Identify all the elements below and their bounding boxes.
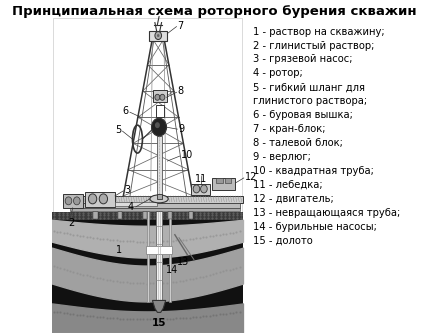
Text: 7 - кран-блок;: 7 - кран-блок; [253, 124, 326, 134]
Bar [146, 246, 172, 254]
Text: 14: 14 [166, 264, 178, 275]
Text: 6: 6 [122, 106, 128, 116]
Text: 13: 13 [177, 257, 190, 267]
Text: 1 - раствор на скважину;: 1 - раствор на скважину; [253, 27, 384, 37]
Bar [149, 31, 167, 41]
Bar [157, 194, 162, 199]
Bar [147, 211, 149, 302]
Circle shape [65, 197, 72, 205]
Bar [70, 203, 240, 208]
Text: 8: 8 [177, 86, 184, 96]
Text: 9: 9 [178, 124, 184, 134]
Text: 3 - грязевой насос;: 3 - грязевой насос; [253, 55, 353, 65]
Circle shape [160, 94, 165, 100]
Text: 3: 3 [124, 185, 130, 195]
Text: 5 - гибкий шланг для: 5 - гибкий шланг для [253, 82, 365, 92]
Bar [70, 208, 240, 211]
Circle shape [99, 194, 108, 204]
Text: 8 - талевой блок;: 8 - талевой блок; [253, 138, 343, 148]
Bar [212, 178, 236, 190]
Circle shape [152, 118, 166, 136]
Text: 6 - буровая вышка;: 6 - буровая вышка; [253, 110, 353, 120]
Bar [169, 211, 171, 302]
Circle shape [155, 94, 160, 100]
Polygon shape [152, 300, 166, 312]
Text: 12: 12 [245, 172, 257, 182]
Text: 4: 4 [128, 202, 134, 212]
Text: 4 - ротор;: 4 - ротор; [253, 68, 303, 78]
Circle shape [193, 185, 200, 193]
Text: 9 - верлюг;: 9 - верлюг; [253, 152, 311, 162]
Bar [225, 178, 231, 183]
Text: 11: 11 [194, 174, 207, 184]
Text: глинистого раствора;: глинистого раствора; [253, 96, 367, 106]
Circle shape [155, 32, 162, 40]
Circle shape [89, 194, 97, 204]
Bar [118, 211, 123, 219]
Bar [153, 90, 166, 102]
Bar [67, 196, 243, 203]
Bar [168, 211, 172, 219]
Text: 2: 2 [68, 218, 74, 228]
Text: 10: 10 [181, 150, 193, 160]
Bar [156, 211, 162, 302]
Bar [143, 211, 147, 219]
Text: 14 - бурильные насосы;: 14 - бурильные насосы; [253, 222, 377, 232]
Circle shape [157, 34, 160, 37]
Bar [156, 105, 164, 117]
Bar [157, 136, 162, 195]
Text: 10 - квадратная труба;: 10 - квадратная труба; [253, 166, 374, 176]
Bar [93, 211, 98, 219]
Bar [191, 184, 210, 195]
Text: 2 - глинистый раствор;: 2 - глинистый раствор; [253, 41, 374, 51]
Circle shape [155, 122, 160, 128]
Text: 12 - двигатель;: 12 - двигатель; [253, 194, 334, 204]
Text: 13 - невращающаяся труба;: 13 - невращающаяся труба; [253, 208, 400, 218]
Text: 5: 5 [115, 125, 122, 135]
Bar [63, 194, 83, 208]
Bar [53, 18, 242, 329]
Circle shape [74, 197, 80, 205]
Bar [85, 192, 115, 207]
Ellipse shape [150, 195, 168, 203]
Text: 11 - лебедка;: 11 - лебедка; [253, 180, 322, 190]
Text: 7: 7 [177, 21, 184, 31]
Bar [52, 212, 243, 332]
Circle shape [200, 185, 207, 193]
Text: 15 - долото: 15 - долото [253, 236, 313, 246]
Bar [189, 211, 193, 219]
Bar [115, 202, 157, 206]
Text: 15: 15 [152, 318, 166, 328]
Bar [52, 212, 243, 220]
Bar [216, 178, 223, 183]
Text: Принципиальная схема роторного бурения скважин: Принципиальная схема роторного бурения с… [12, 5, 416, 18]
Text: 1: 1 [116, 245, 122, 255]
